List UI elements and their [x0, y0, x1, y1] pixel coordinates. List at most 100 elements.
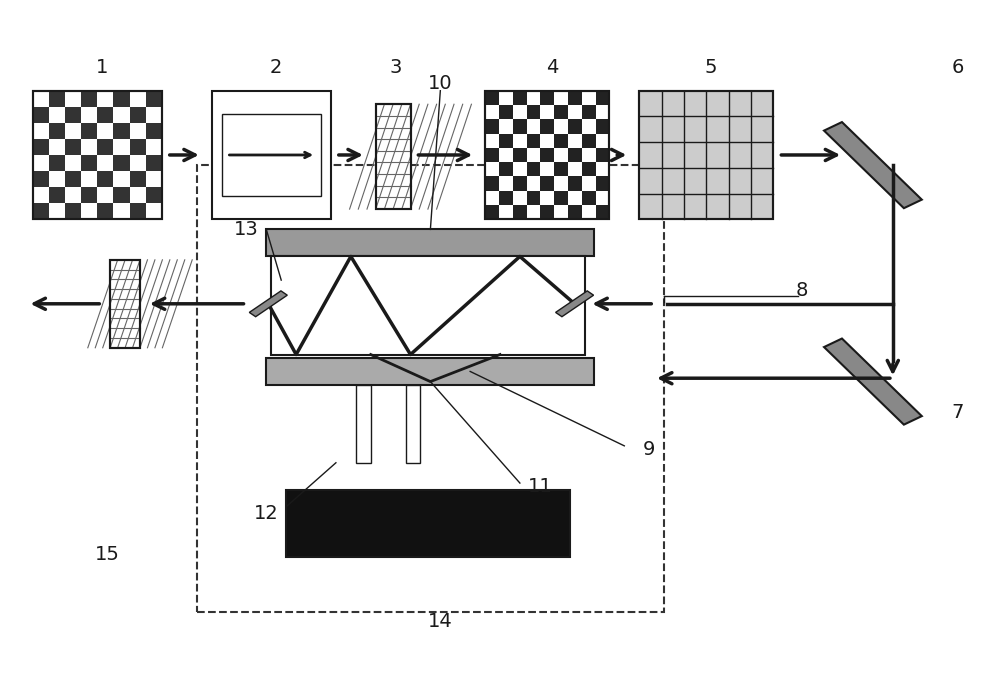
Bar — [146, 187, 162, 203]
Bar — [130, 107, 146, 123]
Bar — [554, 134, 568, 148]
Bar — [513, 148, 527, 162]
Bar — [639, 91, 773, 219]
Bar — [596, 119, 609, 134]
Text: 4: 4 — [547, 57, 559, 76]
Bar — [582, 134, 596, 148]
Bar — [540, 177, 554, 191]
Text: 12: 12 — [254, 504, 279, 523]
Bar — [130, 171, 146, 187]
Bar — [130, 203, 146, 219]
Bar — [485, 119, 499, 134]
Bar — [286, 490, 570, 557]
Bar — [485, 91, 609, 219]
Bar — [110, 260, 140, 348]
Bar — [540, 119, 554, 134]
Bar — [49, 91, 65, 107]
Bar — [596, 205, 609, 219]
Bar — [81, 91, 97, 107]
Bar — [65, 203, 81, 219]
Bar — [568, 177, 582, 191]
Text: 8: 8 — [795, 281, 808, 300]
Bar — [49, 123, 65, 139]
Text: 5: 5 — [705, 57, 717, 76]
Bar — [222, 115, 321, 196]
Bar — [97, 171, 113, 187]
Text: 7: 7 — [951, 402, 964, 421]
Bar — [499, 191, 513, 205]
Bar — [376, 104, 411, 209]
Text: 13: 13 — [234, 220, 259, 239]
Bar — [33, 171, 49, 187]
Bar — [513, 177, 527, 191]
Bar — [406, 385, 420, 463]
Bar — [513, 205, 527, 219]
Bar — [113, 91, 130, 107]
Bar — [146, 123, 162, 139]
Bar — [212, 91, 331, 219]
Bar — [110, 260, 140, 348]
Bar — [81, 187, 97, 203]
Text: 9: 9 — [643, 440, 655, 459]
Bar — [568, 119, 582, 134]
Bar — [266, 358, 594, 385]
Bar — [266, 229, 594, 256]
Bar — [33, 91, 162, 219]
Bar — [485, 91, 609, 219]
Bar — [540, 148, 554, 162]
Bar — [527, 134, 540, 148]
Text: 6: 6 — [951, 57, 964, 76]
Bar — [568, 148, 582, 162]
Polygon shape — [249, 291, 287, 316]
Bar — [33, 91, 162, 219]
Bar — [582, 162, 596, 177]
Bar — [596, 91, 609, 105]
Polygon shape — [824, 122, 922, 208]
Bar — [485, 205, 499, 219]
Bar — [146, 155, 162, 171]
Bar — [554, 162, 568, 177]
Bar — [568, 205, 582, 219]
Text: 1: 1 — [96, 57, 108, 76]
Bar — [485, 148, 499, 162]
Bar — [65, 139, 81, 155]
Bar — [130, 139, 146, 155]
Bar — [499, 134, 513, 148]
Text: 14: 14 — [428, 612, 453, 632]
Bar — [113, 123, 130, 139]
Bar — [81, 155, 97, 171]
Bar — [33, 107, 49, 123]
Bar — [568, 91, 582, 105]
Bar — [527, 191, 540, 205]
Bar — [596, 177, 609, 191]
Bar — [527, 162, 540, 177]
Bar — [554, 191, 568, 205]
Bar — [485, 177, 499, 191]
Bar — [513, 91, 527, 105]
Bar — [97, 139, 113, 155]
Bar — [639, 91, 773, 219]
Bar — [33, 139, 49, 155]
Polygon shape — [824, 338, 922, 425]
Bar — [356, 385, 371, 463]
Bar — [499, 162, 513, 177]
Bar — [582, 105, 596, 119]
Bar — [376, 104, 411, 209]
Bar — [485, 91, 499, 105]
Bar — [582, 191, 596, 205]
Bar — [49, 155, 65, 171]
Bar — [97, 107, 113, 123]
Bar — [113, 187, 130, 203]
Bar — [596, 148, 609, 162]
Bar — [65, 107, 81, 123]
Polygon shape — [556, 291, 594, 316]
Bar — [527, 105, 540, 119]
Text: 10: 10 — [428, 74, 453, 93]
Bar — [271, 256, 585, 355]
Bar — [33, 203, 49, 219]
Bar — [65, 171, 81, 187]
Bar — [540, 205, 554, 219]
Bar — [513, 119, 527, 134]
Bar — [540, 91, 554, 105]
Text: 3: 3 — [389, 57, 402, 76]
